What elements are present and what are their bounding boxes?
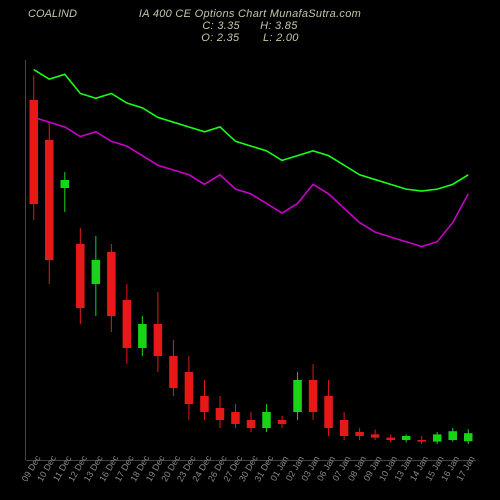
candle-body	[324, 396, 333, 428]
candle-body	[355, 432, 364, 436]
candle-body	[417, 440, 426, 442]
candle-body	[61, 180, 70, 188]
candle-body	[107, 252, 116, 316]
candle-body	[247, 420, 256, 428]
candle-body	[45, 140, 54, 260]
candle-body	[278, 420, 287, 424]
candle-body	[154, 324, 163, 356]
candle-body	[293, 380, 302, 412]
candle-body	[371, 434, 380, 437]
candle-body	[185, 372, 194, 404]
candle-body	[92, 260, 101, 284]
candle-body	[169, 356, 178, 388]
indicator-line-1	[34, 70, 468, 191]
candle-body	[29, 100, 38, 204]
candle-body	[216, 408, 225, 420]
candle-body	[76, 244, 85, 308]
chart-container: COALIND IA 400 CE Options Chart MunafaSu…	[0, 0, 500, 500]
candle-body	[340, 420, 349, 436]
candle-body	[231, 412, 240, 424]
indicator-line-2	[34, 117, 468, 246]
candle-body	[448, 431, 457, 440]
candle-body	[464, 433, 473, 441]
candle-body	[262, 412, 271, 428]
candle-body	[433, 434, 442, 441]
candle-body	[123, 300, 132, 348]
chart-svg: 09 Dec10 Dec11 Dec12 Dec13 Dec16 Dec17 D…	[0, 0, 500, 500]
candle-body	[402, 436, 411, 440]
candle-body	[386, 438, 395, 440]
candle-body	[309, 380, 318, 412]
candle-body	[138, 324, 147, 348]
candle-body	[200, 396, 209, 412]
